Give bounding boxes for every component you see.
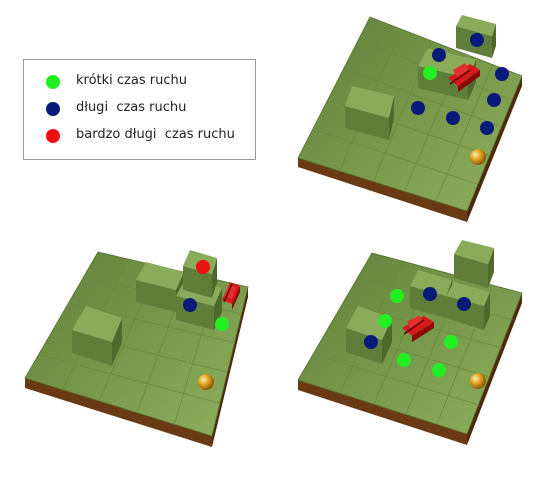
marker-long: [364, 335, 378, 349]
board-side-bottom: [298, 158, 467, 222]
board-side-right: [467, 76, 522, 222]
marker-long: [480, 121, 494, 135]
block: [454, 240, 494, 288]
marker-long: [432, 48, 446, 62]
marker-long: [495, 67, 509, 81]
legend-label-short: krótki czas ruchu: [76, 73, 187, 88]
marker-short: [397, 353, 411, 367]
board-side-right: [467, 293, 522, 445]
marker-short: [390, 289, 404, 303]
board-side-bottom: [298, 380, 467, 445]
robot-icon: [448, 63, 480, 92]
block: [183, 250, 217, 298]
legend-item-very-long: bardzo długi czas ruchu: [24, 125, 255, 147]
ball-icon: [470, 149, 486, 165]
block: [446, 282, 490, 330]
marker-long: [457, 297, 471, 311]
legend-dot-long: [46, 102, 60, 116]
marker-long: [470, 33, 484, 47]
legend-dot-very-long: [46, 129, 60, 143]
robot-icon: [222, 282, 240, 310]
board-bottom-left: [24, 250, 249, 447]
marker-short: [215, 317, 229, 331]
marker-long: [411, 101, 425, 115]
ball-icon: [198, 374, 214, 390]
marker-long: [423, 287, 437, 301]
marker-long: [183, 298, 197, 312]
block: [72, 306, 122, 366]
legend-label-very-long: bardzo długi czas ruchu: [76, 127, 235, 142]
marker-long: [446, 111, 460, 125]
marker-short: [378, 314, 392, 328]
legend-label-long: długi czas ruchu: [76, 100, 187, 115]
legend-dot-short: [46, 75, 60, 89]
marker-very-long: [196, 260, 210, 274]
board-top-right: [297, 15, 523, 222]
board-side-right: [212, 287, 248, 447]
block: [345, 86, 394, 140]
robot-icon: [402, 315, 434, 342]
marker-long: [487, 93, 501, 107]
legend-item-long: długi czas ruchu: [24, 98, 255, 120]
board-bottom-right: [297, 240, 523, 445]
marker-short: [444, 335, 458, 349]
ball-icon: [470, 373, 486, 389]
legend-item-short: krótki czas ruchu: [24, 71, 255, 93]
marker-short: [432, 363, 446, 377]
board-side-bottom: [25, 378, 212, 447]
legend: krótki czas ruchu długi czas ruchu bardz…: [23, 59, 256, 160]
marker-short: [423, 66, 437, 80]
